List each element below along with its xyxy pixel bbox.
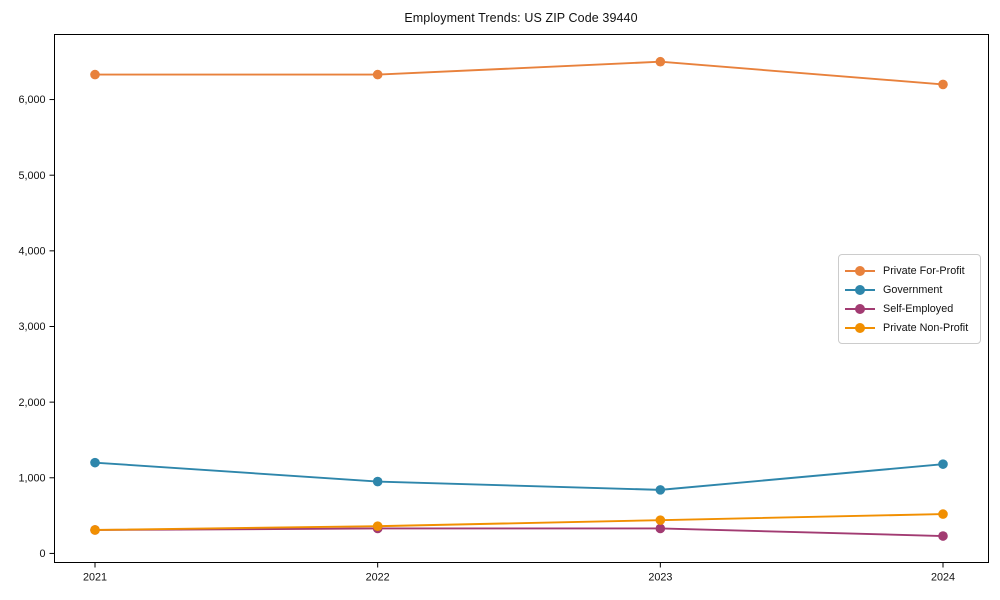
y-tick-label: 5,000 (18, 170, 45, 182)
legend-label: Self-Employed (883, 302, 954, 315)
y-tick-label: 4,000 (18, 246, 45, 258)
legend-item-private-for-profit: Private For-Profit (845, 262, 968, 279)
legend-label: Private For-Profit (883, 264, 965, 277)
legend-item-government: Government (845, 281, 968, 298)
data-point-marker (655, 56, 666, 67)
y-tick-label: 3,000 (18, 321, 45, 333)
data-point-marker (938, 459, 948, 469)
data-point-marker (90, 525, 100, 535)
line-marker-icon (845, 322, 875, 333)
data-point-marker (90, 457, 100, 468)
data-point-marker (372, 521, 383, 531)
legend-label: Government (883, 283, 943, 296)
line-marker-icon (845, 303, 875, 314)
data-point-marker (938, 509, 948, 519)
line-marker-icon (845, 284, 875, 295)
legend-label: Private Non-Profit (883, 321, 969, 334)
data-point-marker (655, 515, 666, 525)
legend-item-private-non-profit: Private Non-Profit (845, 319, 968, 336)
series-line (94, 527, 944, 537)
data-point-marker (938, 79, 948, 90)
x-axis: 2021 2022 2023 2024 (83, 562, 955, 584)
x-tick-label: 2022 (366, 572, 390, 584)
series-line (94, 461, 944, 491)
data-point-marker (655, 523, 666, 534)
line-marker-icon (845, 265, 875, 276)
x-tick-label: 2021 (83, 572, 107, 584)
chart-title: Employment Trends: US ZIP Code 39440 (404, 11, 638, 25)
legend-item-self-employed: Self-Employed (845, 300, 968, 317)
data-point-marker (655, 485, 666, 495)
x-tick-label: 2023 (648, 572, 672, 584)
series-private-non-profit (90, 509, 948, 535)
series-line (94, 513, 944, 531)
series-self-employed (90, 523, 948, 541)
data-point-marker (372, 476, 383, 487)
data-point-marker (372, 69, 383, 80)
series-private-for-profit (90, 56, 948, 90)
y-tick-label: 6,000 (18, 94, 45, 106)
axes-frame (54, 34, 989, 563)
legend: Private For-Profit Government Self-Emplo… (838, 254, 982, 344)
series-government (90, 457, 948, 495)
series-line (95, 60, 944, 86)
y-tick-label: 2,000 (18, 397, 45, 409)
data-point-marker (938, 531, 948, 541)
y-axis: 0 1,000 2,000 3,000 4,000 5,000 6,000 (18, 94, 55, 560)
y-tick-label: 0 (39, 548, 45, 560)
x-tick-label: 2024 (931, 572, 955, 584)
data-point-marker (90, 69, 100, 80)
y-tick-label: 1,000 (18, 472, 45, 484)
